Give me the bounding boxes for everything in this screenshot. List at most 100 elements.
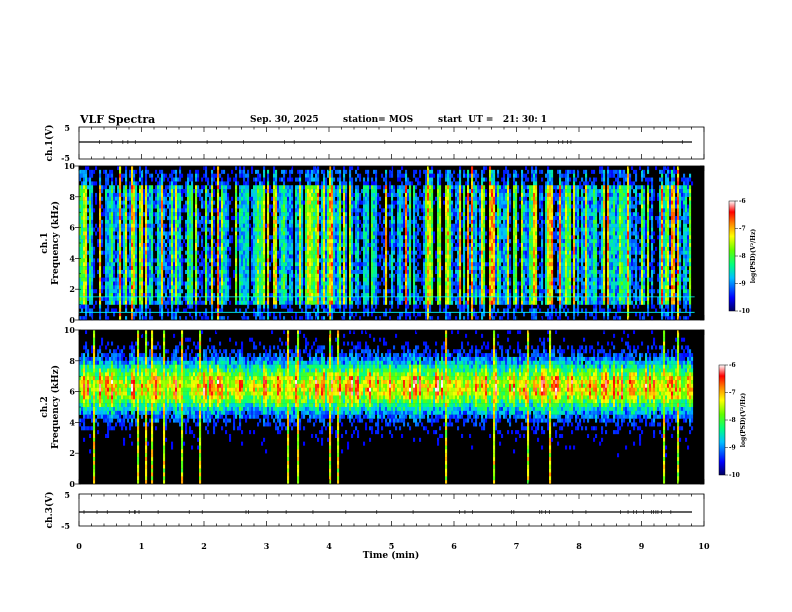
spectrogram-cell: [123, 296, 126, 301]
spectrogram-cell: [105, 243, 108, 248]
spectrogram-cell: [127, 212, 130, 217]
spectrogram-cell: [137, 196, 140, 201]
spectrogram-cell: [167, 235, 170, 240]
spectrogram-cell: [359, 200, 362, 205]
spectrogram-cell: [313, 212, 316, 217]
spectrogram-cell: [81, 285, 84, 290]
spectrogram-cell: [91, 312, 94, 317]
spectrogram-cell: [139, 196, 142, 201]
spectrogram-cell: [317, 212, 320, 217]
spectrogram-cell: [187, 273, 190, 278]
spectrogram-cell: [305, 258, 308, 263]
spectrogram-cell: [113, 235, 116, 240]
spectrogram-cell: [311, 246, 314, 251]
spectrogram-cell: [191, 239, 194, 244]
spectrogram-cell: [405, 212, 408, 217]
spectrogram-cell: [135, 293, 138, 298]
spectrogram-cell: [397, 254, 400, 259]
spectrogram-cell: [331, 316, 334, 321]
spectrogram-cell: [147, 189, 150, 194]
spectrogram-cell: [205, 235, 208, 240]
spectrogram-cell: [181, 189, 184, 194]
spectrogram-cell: [161, 316, 164, 321]
spectrogram-cell: [399, 173, 402, 178]
spectrogram-cell: [119, 227, 122, 232]
spectrogram-cell: [165, 189, 168, 194]
spectrogram-cell: [119, 239, 122, 244]
spectrogram-cell: [331, 296, 334, 301]
spectrogram-cell: [175, 250, 178, 255]
spectrogram-cell: [357, 289, 360, 294]
spectrogram-cell: [385, 285, 388, 290]
spectrogram-cell: [243, 212, 246, 217]
spectrogram-cell: [305, 204, 308, 209]
spectrogram-cell: [195, 208, 198, 213]
spectrogram-cell: [285, 246, 288, 251]
spectrogram-cell: [105, 281, 108, 286]
spectrogram-cell: [273, 169, 276, 174]
spectrogram-cell: [119, 300, 122, 305]
spectrogram-cell: [301, 296, 304, 301]
spectrogram-cell: [195, 192, 198, 197]
spectrogram-cell: [323, 216, 326, 221]
spectrogram-cell: [207, 285, 210, 290]
spectrogram-cell: [159, 254, 162, 259]
spectrogram-cell: [253, 216, 256, 221]
spectrogram-cell: [299, 204, 302, 209]
spectrogram-cell: [385, 192, 388, 197]
spectrogram-cell: [261, 185, 264, 190]
spectrogram-cell: [267, 192, 270, 197]
spectrogram-cell: [225, 273, 228, 278]
spectrogram-cell: [129, 266, 132, 271]
spectrogram-cell: [301, 300, 304, 305]
spectrogram-cell: [295, 185, 298, 190]
spectrogram-cell: [127, 269, 130, 274]
spectrogram-cell: [397, 250, 400, 255]
spectrogram-cell: [143, 316, 146, 321]
spectrogram-cell: [205, 204, 208, 209]
spectrogram-cell: [257, 246, 260, 251]
spectrogram-cell: [131, 208, 134, 213]
spectrogram-cell: [291, 254, 294, 259]
spectrogram-cell: [133, 212, 136, 217]
spectrogram-cell: [329, 212, 332, 217]
spectrogram-cell: [87, 231, 90, 236]
spectrogram-cell: [339, 273, 342, 278]
spectrogram-cell: [313, 289, 316, 294]
spectrogram-cell: [247, 192, 250, 197]
spectrogram-cell: [225, 269, 228, 274]
spectrogram-cell: [267, 189, 270, 194]
spectrogram-cell: [139, 239, 142, 244]
spectrogram-cell: [261, 285, 264, 290]
spectrogram-cell: [273, 258, 276, 263]
spectrogram-cell: [79, 223, 82, 228]
spectrogram-cell: [167, 204, 170, 209]
spectrogram-cell: [239, 269, 242, 274]
spectrogram-cell: [403, 185, 406, 190]
spectrogram-cell: [283, 296, 286, 301]
spectrogram-cell: [191, 181, 194, 186]
spectrogram-cell: [405, 192, 408, 197]
spectrogram-cell: [381, 266, 384, 271]
spectrogram-cell: [313, 273, 316, 278]
spectrogram-cell: [415, 200, 418, 205]
spectrogram-cell: [339, 219, 342, 224]
spectrogram-cell: [161, 293, 164, 298]
spectrogram-cell: [315, 223, 318, 228]
spectrogram-cell: [163, 173, 166, 178]
spectrogram-cell: [141, 258, 144, 263]
spectrogram-cell: [221, 254, 224, 259]
spectrogram-cell: [391, 173, 394, 178]
spectrogram-cell: [115, 300, 118, 305]
spectrogram-cell: [343, 285, 346, 290]
spectrogram-cell: [391, 262, 394, 267]
spectrogram-cell: [255, 269, 258, 274]
spectrogram-cell: [157, 296, 160, 301]
spectrogram-cell: [389, 173, 392, 178]
spectrogram-cell: [343, 177, 346, 182]
spectrogram-cell: [379, 231, 382, 236]
spectrogram-cell: [357, 285, 360, 290]
spectrogram-cell: [149, 204, 152, 209]
spectrogram-cell: [357, 300, 360, 305]
spectrogram-cell: [127, 204, 130, 209]
